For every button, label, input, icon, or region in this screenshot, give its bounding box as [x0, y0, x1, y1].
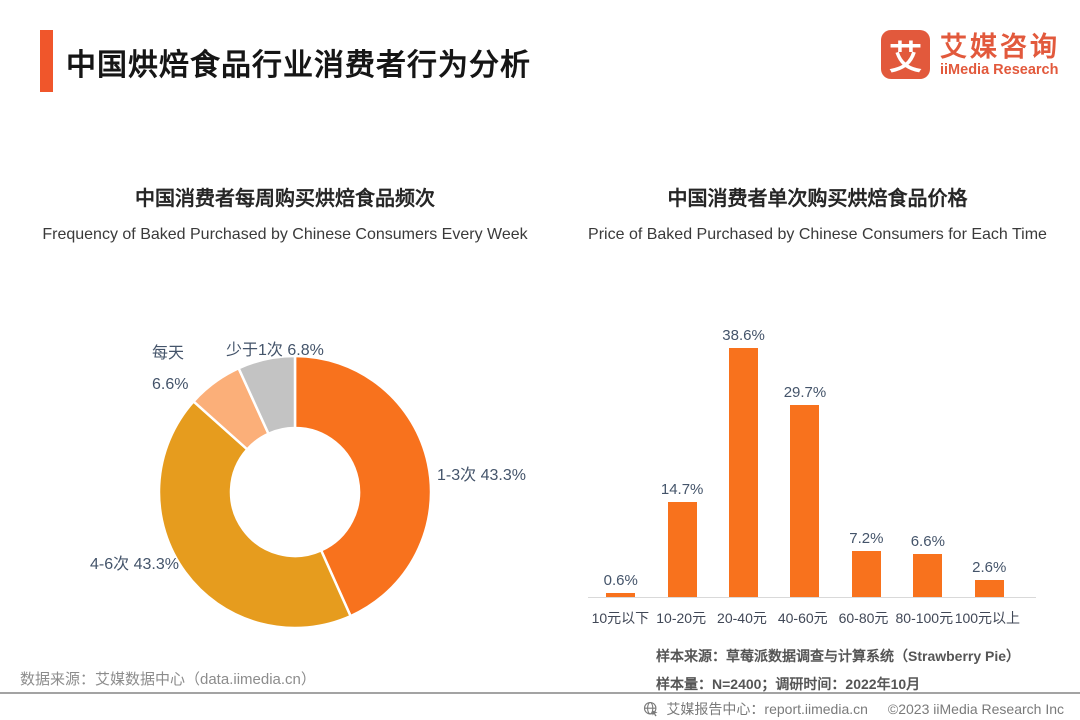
- left-chart-title-en: Frequency of Baked Purchased by Chinese …: [42, 226, 528, 243]
- sample-size-note: 样本量：N=2400；调研时间：2022年10月: [656, 676, 921, 692]
- bar-chart-x-axis: [588, 597, 1036, 598]
- bar-rect-5: [913, 554, 943, 597]
- iimedia-logo-text: 艾媒咨询 iiMedia Research: [940, 32, 1060, 78]
- bar-column-2: 38.6%: [713, 327, 774, 597]
- donut-label-everyday: 每天 6.6%: [152, 345, 189, 393]
- bar-category-label-0: 10元以下: [591, 610, 650, 626]
- footer-report-center: 艾媒报告中心：report.iimedia.cn: [666, 701, 868, 717]
- donut-slice-1: [157, 399, 353, 630]
- bar-chart-categories: 10元以下 10-20元 20-40元 40-60元 60-80元 80-100元 100元…: [590, 608, 1020, 628]
- bar-value-label-3: 29.7%: [783, 384, 827, 401]
- bar-category-label-2: 20-40元: [717, 610, 767, 626]
- bar-column-4: 7.2%: [836, 530, 897, 597]
- right-chart-title-en: Price of Baked Purchased by Chinese Cons…: [588, 226, 1047, 243]
- right-chart-title-cn: 中国消费者单次购买烘焙食品价格: [667, 188, 968, 210]
- bar-value-label-0: 0.6%: [603, 572, 638, 589]
- donut-label-lessthan1: 少于1次 6.8%: [226, 342, 324, 359]
- iimedia-logo-icon: 艾: [881, 30, 930, 79]
- donut-slice-3: [236, 354, 297, 436]
- bar-category-label-1: 10-20元: [656, 610, 707, 626]
- bar-chart: 0.6% 14.7% 38.6% 29.7% 7.2% 6.6% 2.6%: [590, 322, 1020, 597]
- bar-column-5: 6.6%: [897, 533, 958, 597]
- bar-value-label-1: 14.7%: [660, 481, 704, 498]
- bar-rect-4: [851, 551, 881, 597]
- bar-rect-6: [974, 580, 1004, 597]
- bar-column-6: 2.6%: [959, 559, 1020, 597]
- bar-rect-3: [790, 405, 820, 597]
- bar-value-label-2: 38.6%: [722, 327, 765, 344]
- bar-value-label-6: 2.6%: [972, 559, 1007, 576]
- bar-rect-1: [667, 502, 697, 597]
- right-chart-title-block: 中国消费者单次购买烘焙食品价格 Price of Baked Purchased…: [560, 182, 1075, 244]
- bar-category-label-3: 40-60元: [777, 610, 828, 626]
- bar-value-label-4: 7.2%: [849, 530, 884, 547]
- sample-notes: 样本来源：草莓派数据调查与计算系统（Strawberry Pie） 样本量：N=…: [656, 646, 1020, 702]
- donut-slice-0: [293, 354, 433, 618]
- footer: 艾媒报告中心：report.iimedia.cn ©2023 iiMedia R…: [643, 699, 1064, 719]
- left-chart-title-cn: 中国消费者每周购买烘焙食品频次: [135, 188, 435, 210]
- title-accent-bar: [40, 30, 53, 92]
- left-chart-title-block: 中国消费者每周购买烘焙食品频次 Frequency of Baked Purch…: [30, 182, 540, 244]
- bar-column-3: 29.7%: [774, 384, 835, 597]
- bar-category-label-5: 80-100元: [895, 610, 954, 626]
- bar-category-label-6: 100元以上: [954, 610, 1021, 626]
- bar-rect-0: [606, 593, 636, 597]
- bar-column-0: 0.6%: [590, 572, 651, 597]
- brand-name-en: iiMedia Research: [940, 61, 1059, 78]
- donut-label-1-3times: 1-3次 43.3%: [437, 467, 526, 484]
- bar-column-1: 14.7%: [651, 481, 712, 597]
- footer-divider: [0, 692, 1080, 694]
- globe-cursor-icon: [643, 701, 659, 717]
- bar-rect-2: [729, 348, 759, 597]
- donut-label-4-6times: 4-6次 43.3%: [90, 556, 179, 573]
- footer-copyright: ©2023 iiMedia Research Inc: [887, 701, 1064, 717]
- sample-source-note: 样本来源：草莓派数据调查与计算系统（Strawberry Pie）: [656, 648, 1021, 664]
- donut-chart: [157, 354, 433, 630]
- bar-value-label-5: 6.6%: [910, 533, 945, 550]
- bar-category-label-4: 60-80元: [838, 610, 889, 626]
- page-title: 中国烘焙食品行业消费者行为分析: [66, 49, 531, 82]
- data-source-note: 数据来源：艾媒数据中心（data.iimedia.cn）: [20, 671, 316, 688]
- iimedia-logo: 艾 艾媒咨询 iiMedia Research: [881, 30, 1060, 79]
- brand-name-cn: 艾媒咨询: [940, 31, 1060, 62]
